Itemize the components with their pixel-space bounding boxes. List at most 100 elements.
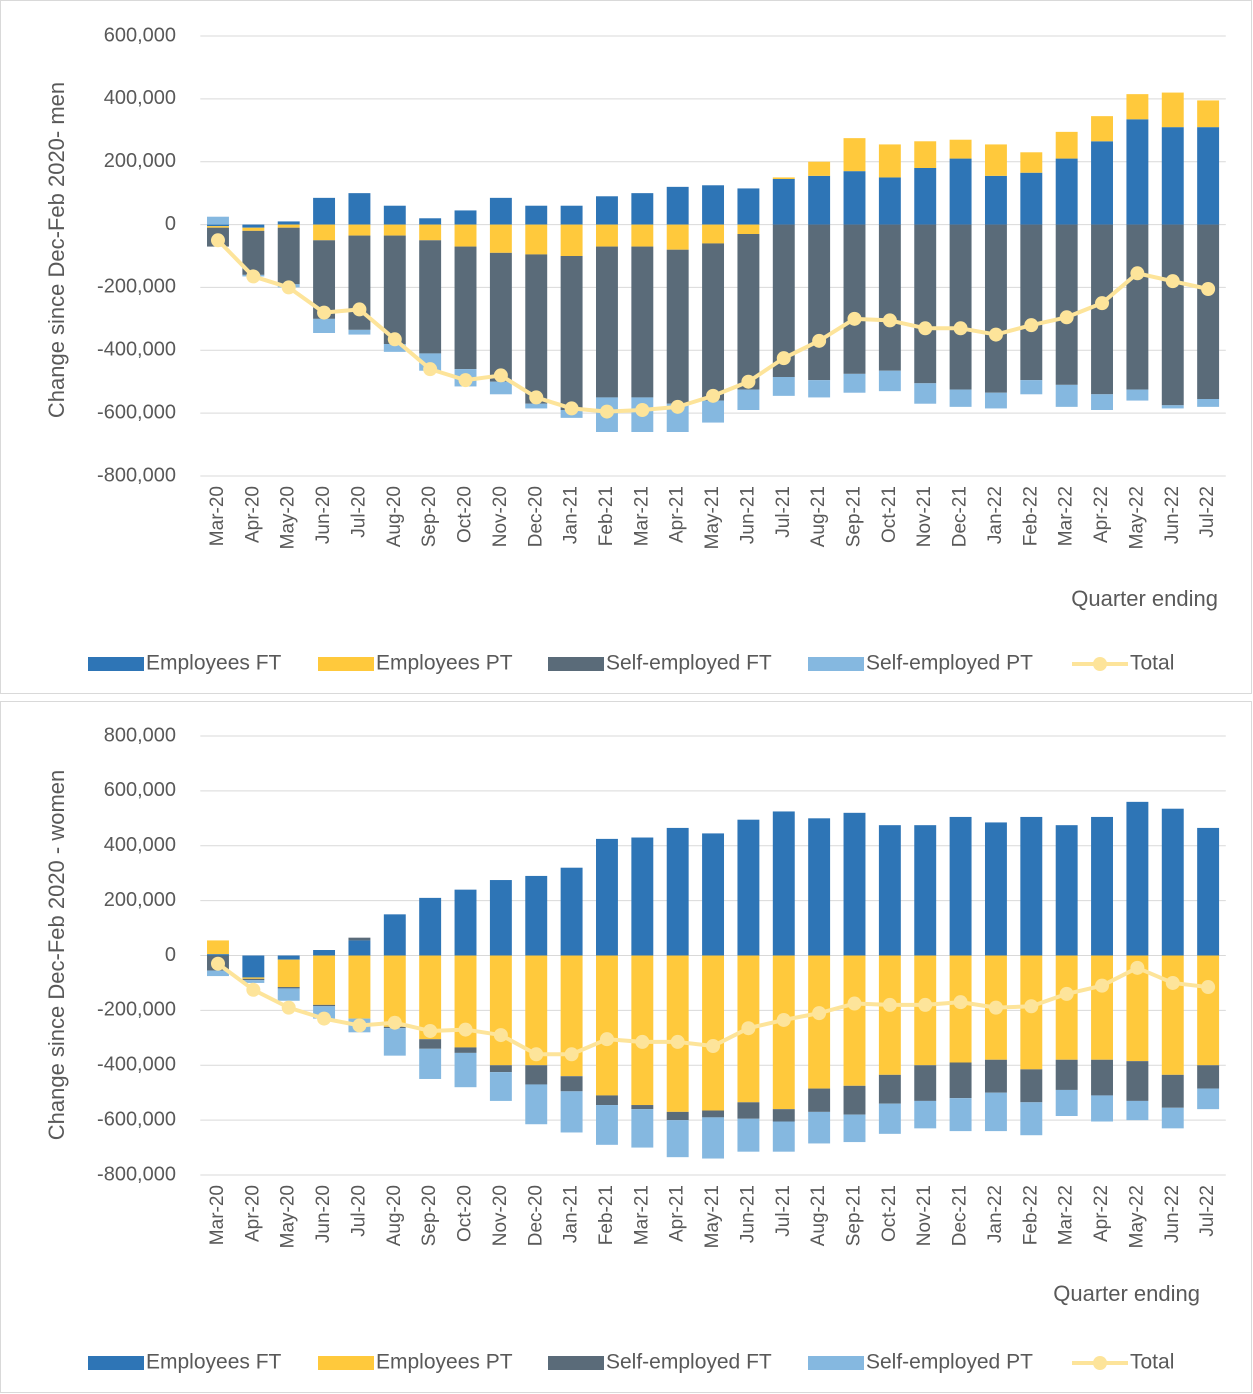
bar-segment <box>1091 1095 1113 1122</box>
legend-label: Self-employed FT <box>606 1351 772 1374</box>
y-tick-label: 600,000 <box>104 24 176 46</box>
bar-segment <box>878 955 901 1075</box>
bar-segment <box>1091 816 1113 956</box>
bar-segment <box>1091 1059 1113 1096</box>
bar-segment <box>560 955 583 1077</box>
bar-segment <box>313 197 336 225</box>
bar-segment <box>949 139 972 159</box>
bar-segment <box>702 1110 725 1118</box>
total-marker <box>493 368 508 383</box>
bar-segment <box>348 329 371 335</box>
bar-segment <box>772 1109 795 1122</box>
bar-segment <box>843 224 866 374</box>
legend-label: Self-employed FT <box>606 652 772 675</box>
panel-men <box>0 0 1252 694</box>
bar-segment <box>631 246 654 398</box>
total-marker <box>1095 978 1110 993</box>
x-tick-label: Jun-20 <box>313 1185 334 1243</box>
bar-segment <box>525 205 548 225</box>
bar-segment <box>489 880 512 956</box>
total-marker <box>776 351 791 366</box>
y-tick-label: -800,000 <box>97 464 176 486</box>
total-marker <box>670 1034 685 1049</box>
y-tick-label: -400,000 <box>97 339 176 361</box>
bar-segment <box>454 1047 477 1053</box>
y-tick-label: -600,000 <box>97 1108 176 1130</box>
bar-segment <box>949 1098 972 1132</box>
bar-segment <box>313 224 336 241</box>
bar-segment <box>737 224 760 234</box>
x-tick-label: Aug-20 <box>384 1185 405 1246</box>
x-tick-label: Nov-20 <box>490 486 511 547</box>
total-marker <box>812 333 827 348</box>
total-marker <box>317 305 332 320</box>
bar-segment <box>383 224 406 236</box>
bar-segment <box>737 819 760 956</box>
bar-segment <box>772 224 795 377</box>
x-tick-label: Oct-21 <box>879 486 900 543</box>
bar-segment <box>631 1109 654 1148</box>
bar-segment <box>1197 399 1220 407</box>
bar-segment <box>666 186 689 225</box>
bar-segment <box>631 224 654 247</box>
bar-segment <box>914 168 937 225</box>
legend-label: Employees FT <box>146 652 282 675</box>
total-marker <box>953 321 968 336</box>
bar-segment <box>454 210 477 225</box>
bar-segment <box>1055 955 1078 1060</box>
bar-segment <box>242 980 265 983</box>
total-marker <box>246 269 261 284</box>
x-tick-label: Aug-20 <box>384 486 405 547</box>
bar-segment <box>808 955 831 1089</box>
bar-segment <box>843 171 866 225</box>
bar-segment <box>596 196 618 225</box>
x-tick-label: Jan-22 <box>985 1185 1006 1243</box>
y-tick-label: -400,000 <box>97 1054 176 1076</box>
bar-segment <box>277 988 300 1001</box>
x-tick-label: Apr-22 <box>1091 1185 1112 1242</box>
bar-segment <box>702 400 725 423</box>
bar-segment <box>525 1084 548 1125</box>
bar-segment <box>914 1100 937 1129</box>
bar-segment <box>277 955 300 960</box>
legend-marker <box>1093 657 1107 671</box>
bar-segment <box>984 144 1007 176</box>
total-marker <box>210 233 225 248</box>
total-marker <box>635 1034 650 1049</box>
bar-segment <box>843 955 866 1086</box>
total-marker <box>1130 266 1145 281</box>
bar-segment <box>348 955 371 1019</box>
x-axis-title: Quarter ending <box>1053 1281 1200 1306</box>
bar-segment <box>878 1074 901 1104</box>
bar-segment <box>772 377 795 396</box>
x-tick-label: Oct-20 <box>455 1185 476 1242</box>
bar-segment <box>878 825 901 956</box>
bar-segment <box>949 389 972 407</box>
bar-segment <box>808 818 831 956</box>
bar-segment <box>277 227 300 285</box>
legend-label: Employees FT <box>146 1351 282 1374</box>
bar-segment <box>454 224 477 247</box>
bar-segment <box>1055 158 1078 225</box>
total-marker <box>953 995 968 1010</box>
total-marker <box>847 996 862 1011</box>
x-tick-label: Feb-21 <box>596 486 617 546</box>
bar-segment <box>419 955 442 1040</box>
bar-segment <box>808 175 831 225</box>
bar-segment <box>949 1062 972 1099</box>
y-axis-title: Change since Dec-Feb 2020- men <box>44 82 69 418</box>
x-tick-label: Sep-20 <box>419 1185 440 1246</box>
x-tick-label: Nov-20 <box>490 1185 511 1246</box>
x-tick-label: Jun-21 <box>737 1185 758 1243</box>
bar-segment <box>1161 1107 1184 1129</box>
bar-segment <box>1126 1100 1149 1121</box>
total-marker <box>317 1011 332 1026</box>
x-tick-label: Jul-22 <box>1197 1185 1218 1237</box>
bar-segment <box>419 897 442 956</box>
bar-segment <box>489 955 512 1066</box>
bar-segment <box>631 837 654 956</box>
bar-segment <box>808 1088 831 1112</box>
x-tick-label: Dec-20 <box>525 486 546 547</box>
x-tick-label: Nov-21 <box>914 1185 935 1246</box>
bar-segment <box>808 161 831 176</box>
